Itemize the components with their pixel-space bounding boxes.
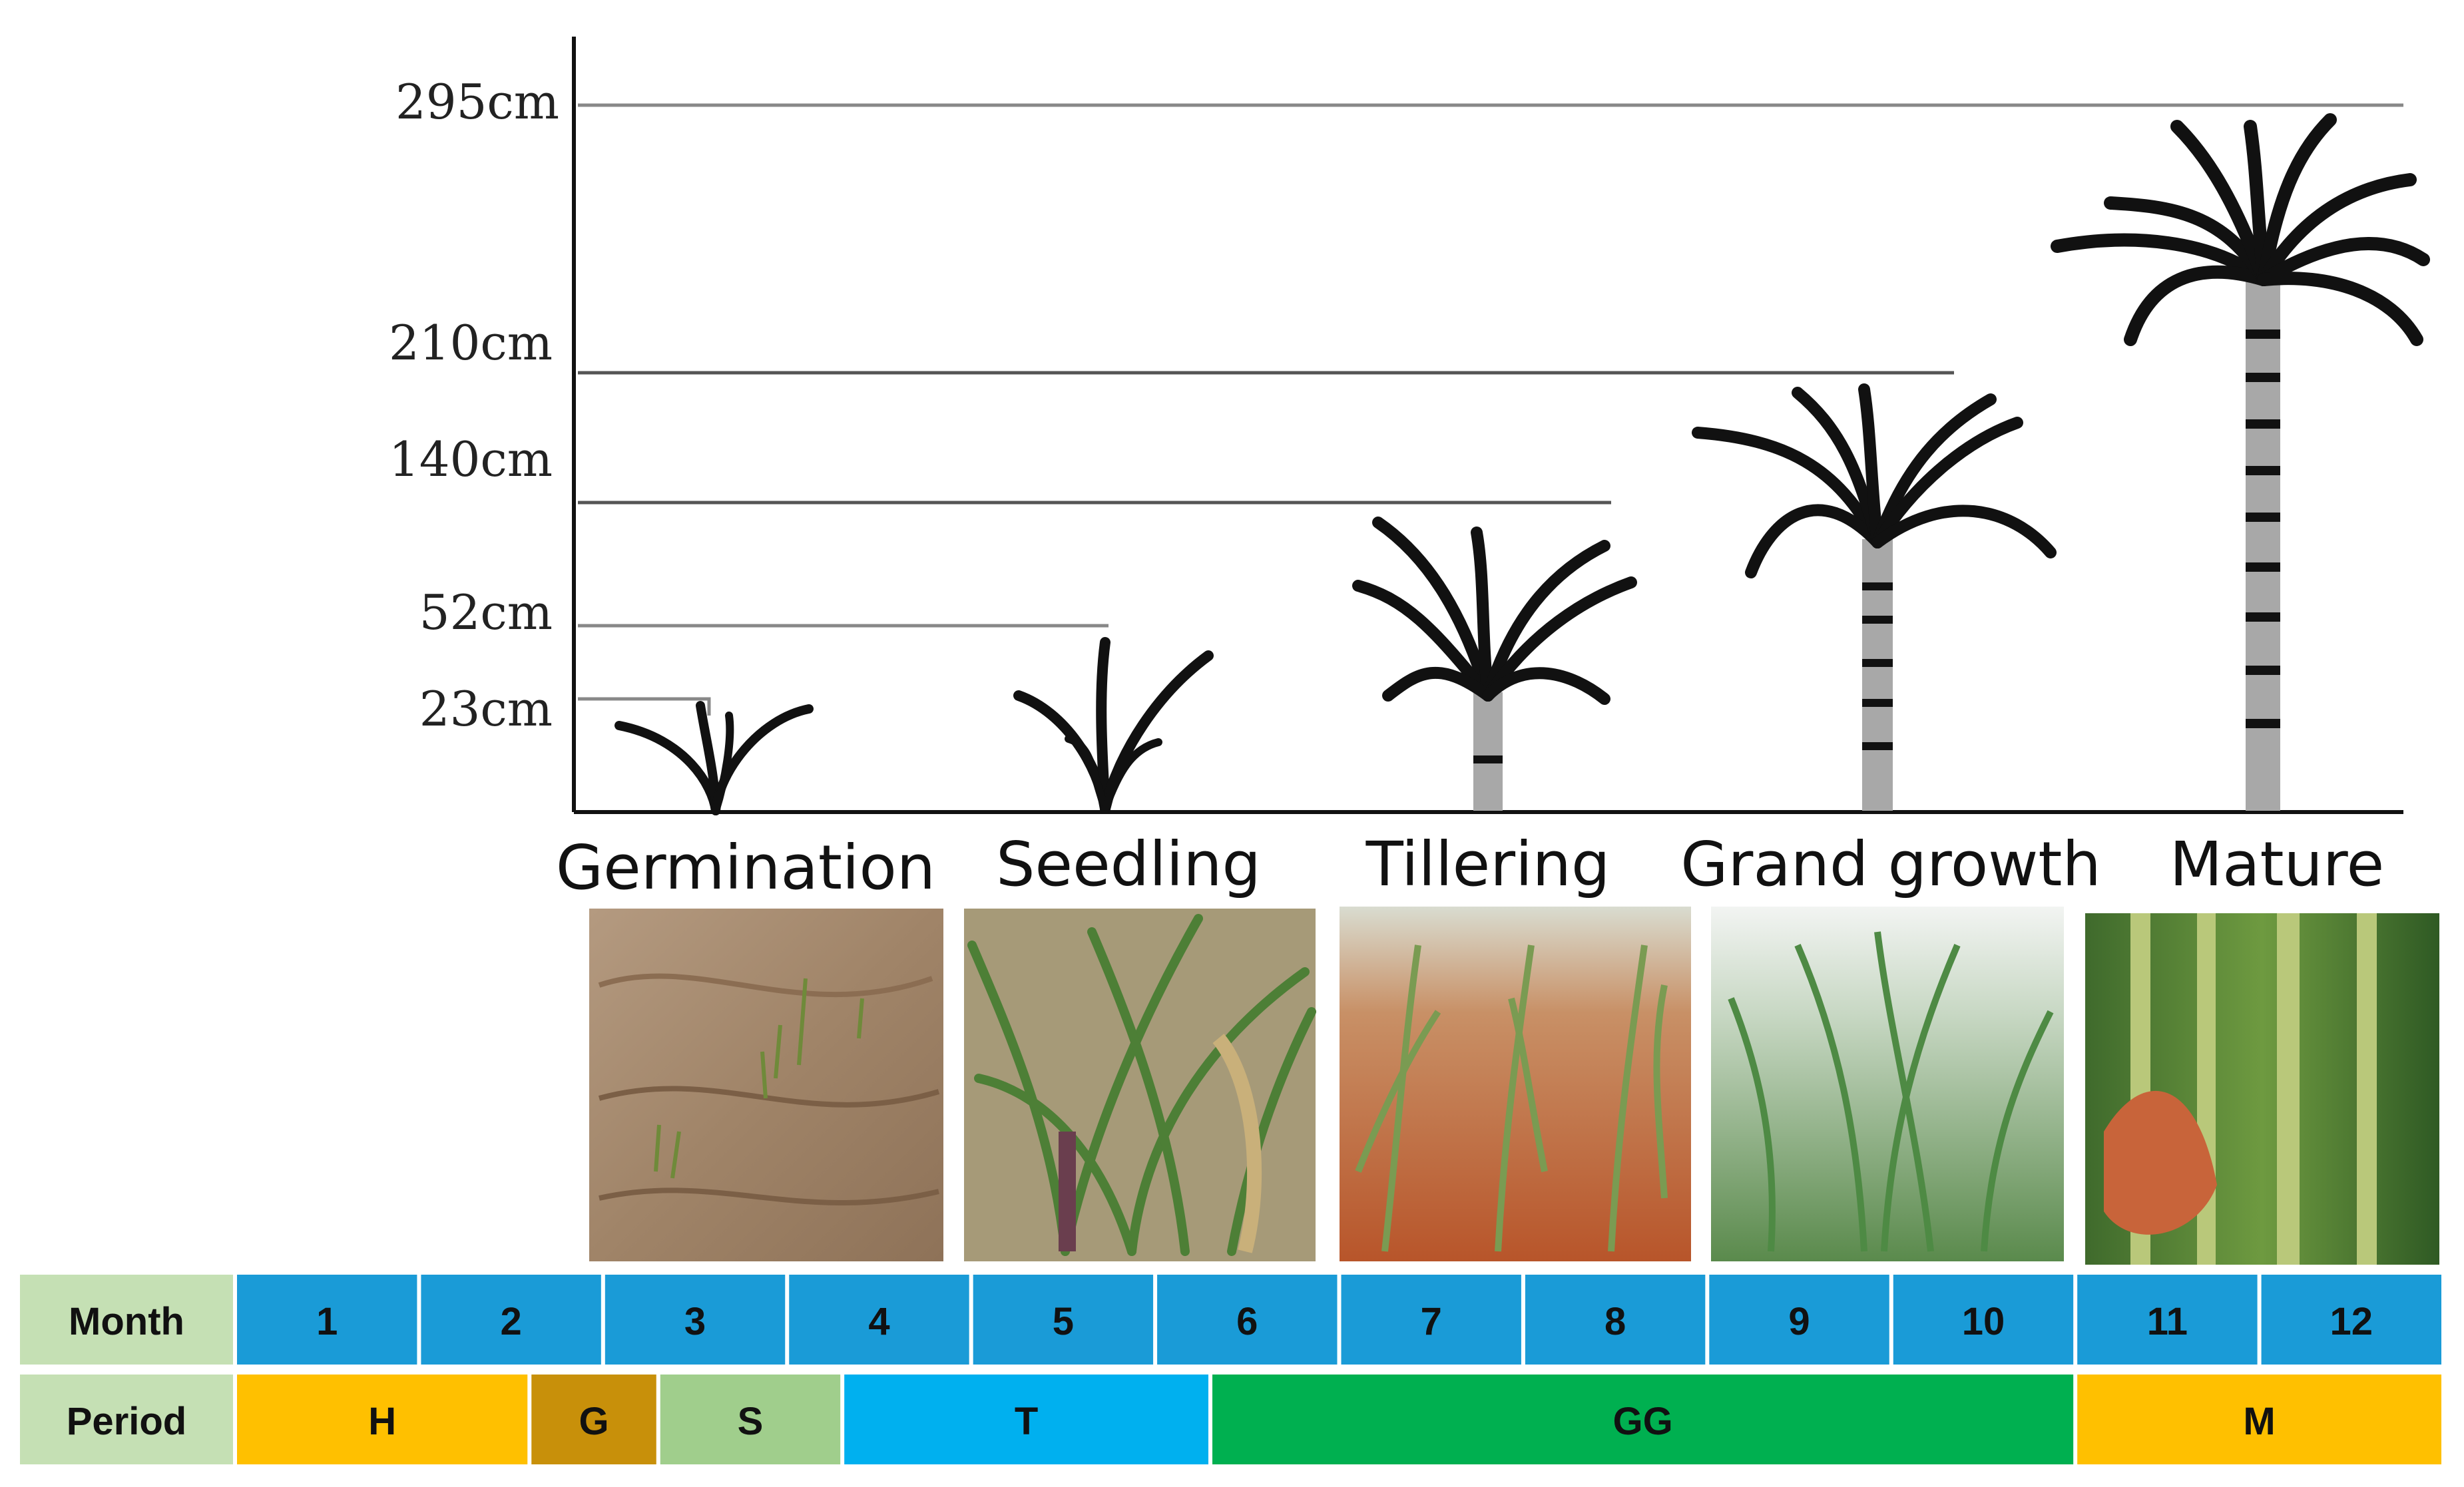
period-cell-label: M <box>2243 1400 2275 1443</box>
month-cell <box>237 1275 417 1365</box>
photo-tillering <box>1340 907 1691 1261</box>
month-cell-label: 11 <box>2147 1300 2188 1343</box>
period-cell-label: T <box>1015 1400 1038 1443</box>
period-header-label: Period <box>67 1400 187 1443</box>
period-cell-label: S <box>738 1400 764 1443</box>
height-line-23 <box>578 697 711 716</box>
month-cell-label: 1 <box>316 1300 338 1343</box>
photo-seedling <box>964 909 1316 1261</box>
period-cell <box>844 1375 1209 1464</box>
plant-mature <box>2051 113 2430 811</box>
plant-seedling <box>1013 637 1214 814</box>
period-cell <box>660 1375 841 1464</box>
tick-label-52: 52cm <box>419 584 553 640</box>
month-cell-label: 9 <box>1788 1300 1810 1343</box>
period-cell <box>2077 1375 2441 1464</box>
tick-label-295: 295cm <box>395 74 559 130</box>
month-header-label: Month <box>69 1300 184 1343</box>
tick-label-23: 23cm <box>419 681 553 737</box>
timeline-table: Month Period 1 2 3 4 5 6 7 8 9 10 11 12 H G S T GG M <box>20 1275 2441 1464</box>
period-cell <box>237 1375 528 1464</box>
stage-label-tillering: Tillering <box>1365 829 1610 900</box>
plant-grand-growth <box>1692 383 2057 811</box>
month-cell-label: 2 <box>500 1300 521 1343</box>
stage-label-germination: Germination <box>556 832 935 903</box>
month-cell <box>1157 1275 1338 1365</box>
tick-label-210: 210cm <box>389 315 553 371</box>
month-cell <box>2077 1275 2258 1365</box>
month-cell-label: 4 <box>868 1300 889 1343</box>
tick-label-140: 140cm <box>389 431 553 487</box>
period-cell-label: GG <box>1612 1400 1672 1443</box>
month-cell <box>2261 1275 2441 1365</box>
month-cell-label: 3 <box>684 1300 706 1343</box>
photo-germination <box>589 909 943 1261</box>
month-cell <box>605 1275 786 1365</box>
period-cell-label: H <box>368 1400 396 1443</box>
stage-label-mature: Mature <box>2170 829 2385 900</box>
period-cell-label: G <box>579 1400 609 1443</box>
month-cell-label: 7 <box>1421 1300 1442 1343</box>
period-cell <box>531 1375 656 1464</box>
period-header-cell <box>20 1375 233 1464</box>
period-cell <box>1212 1375 2074 1464</box>
month-cell <box>1893 1275 2074 1365</box>
plant-germination <box>615 701 814 815</box>
plant-tillering <box>1352 517 1637 811</box>
month-cell <box>973 1275 1154 1365</box>
photo-grand-growth <box>1711 907 2064 1261</box>
month-cell <box>421 1275 601 1365</box>
month-cell-label: 12 <box>2330 1300 2373 1343</box>
photo-mature <box>2085 913 2439 1265</box>
month-cell <box>789 1275 969 1365</box>
month-cell <box>1709 1275 1889 1365</box>
month-cell-label: 10 <box>1962 1300 2005 1343</box>
month-cell-label: 8 <box>1604 1300 1626 1343</box>
month-header-cell <box>20 1275 233 1365</box>
stage-label-grand-growth: Grand growth <box>1680 829 2101 900</box>
month-cell <box>1525 1275 1706 1365</box>
month-cell-label: 5 <box>1053 1300 1074 1343</box>
month-cell <box>1341 1275 1521 1365</box>
stage-label-seedling: Seedling <box>996 829 1261 900</box>
month-cell-label: 6 <box>1236 1300 1258 1343</box>
